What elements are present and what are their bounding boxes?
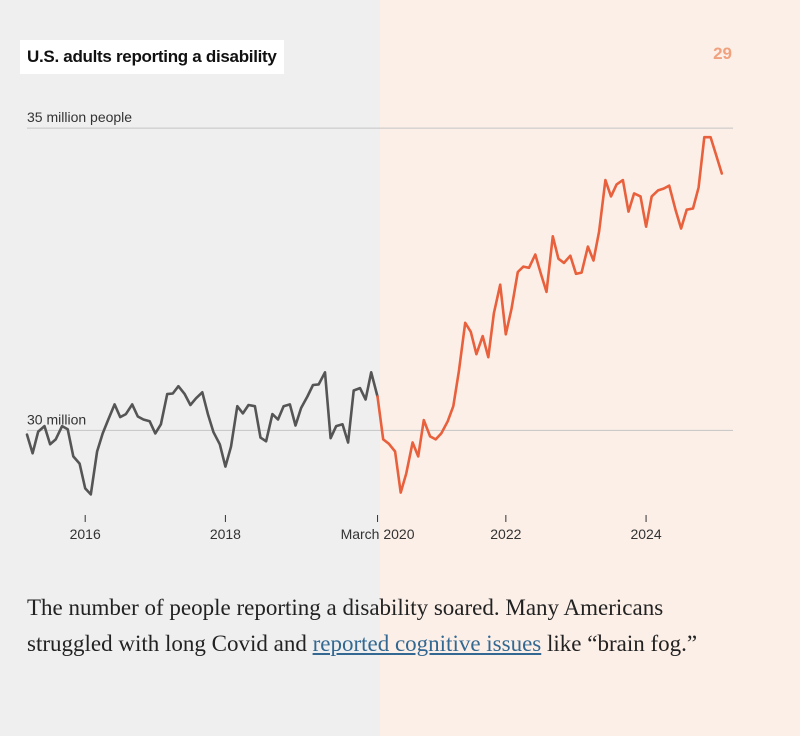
chart-title: U.S. adults reporting a disability xyxy=(20,40,284,74)
caption-link[interactable]: reported cognitive issues xyxy=(312,631,542,656)
x-tick-label: 2024 xyxy=(630,526,661,542)
caption-text: like “brain fog.” xyxy=(541,631,698,656)
data-line xyxy=(376,135,724,494)
x-tick-label: 2016 xyxy=(70,526,101,542)
data-line xyxy=(25,371,379,496)
y-tick-label: 35 million people xyxy=(27,109,132,125)
chart: 30 million 35 million people 2016 2018 March… xyxy=(25,109,733,542)
x-tick-label: 2018 xyxy=(210,526,241,542)
y-tick-label: 30 million xyxy=(27,411,86,427)
caption: The number of people reporting a disabil… xyxy=(27,590,747,662)
x-tick-label: 2022 xyxy=(490,526,521,542)
step-counter: 29 xyxy=(713,44,732,63)
caption-text: The number of people reporting a disabil… xyxy=(27,595,664,656)
x-tick-label: March 2020 xyxy=(341,526,415,542)
